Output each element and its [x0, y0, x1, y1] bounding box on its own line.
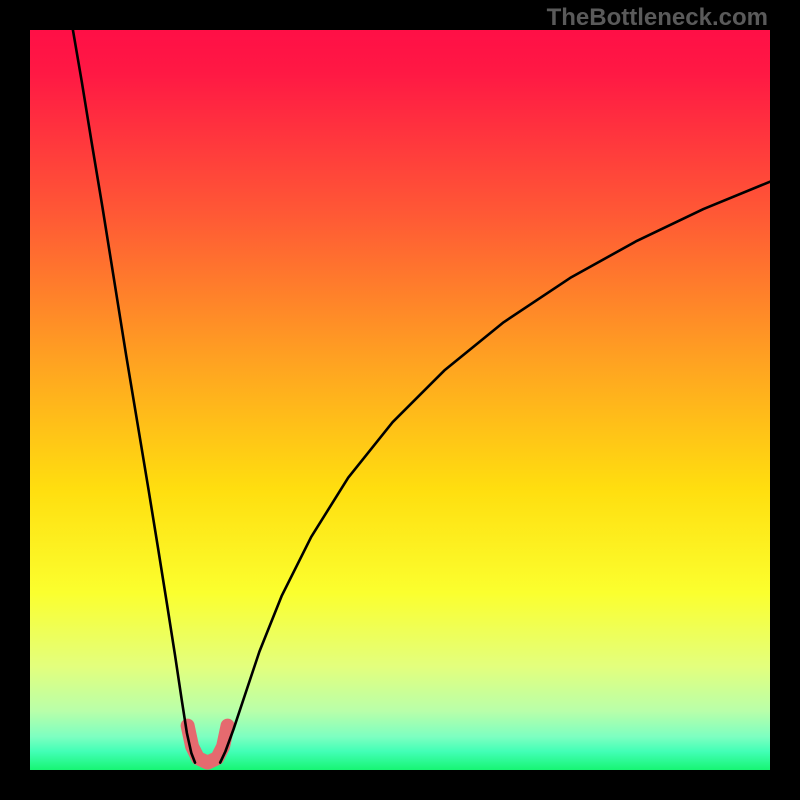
curve-right-branch [220, 182, 770, 763]
watermark-text: TheBottleneck.com [547, 4, 768, 32]
chart-frame [0, 0, 800, 800]
curves-layer [30, 30, 770, 770]
plot-area [30, 30, 770, 770]
curve-left-branch [73, 30, 195, 763]
